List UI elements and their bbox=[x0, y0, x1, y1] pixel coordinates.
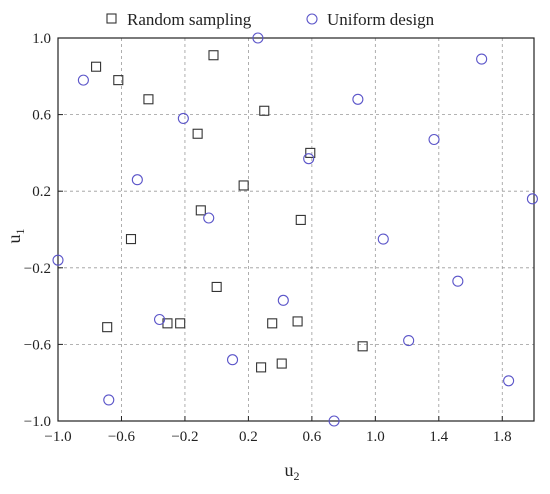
data-points bbox=[52, 32, 538, 427]
point-uniform-design bbox=[153, 313, 166, 326]
point-uniform-design bbox=[476, 53, 488, 65]
point-random-sampling bbox=[256, 362, 267, 373]
point-uniform-design bbox=[203, 212, 215, 224]
point-uniform-design bbox=[377, 233, 389, 245]
y-axis-title: u1 bbox=[4, 229, 27, 244]
y-tick-label: 1.0 bbox=[32, 31, 51, 47]
y-tick-label: −0.6 bbox=[24, 337, 52, 353]
x-axis-title-subscript: 2 bbox=[294, 469, 300, 483]
x-tick-label: 1.4 bbox=[429, 429, 448, 445]
point-uniform-design bbox=[428, 133, 440, 146]
point-uniform-design bbox=[526, 193, 538, 205]
legend-label-random-sampling: Random sampling bbox=[127, 10, 252, 29]
point-random-sampling bbox=[125, 234, 137, 245]
x-tick-label: 1.0 bbox=[366, 429, 385, 445]
point-random-sampling bbox=[357, 341, 368, 352]
point-random-sampling bbox=[102, 322, 113, 333]
point-random-sampling bbox=[91, 61, 102, 72]
plot-frame bbox=[57, 37, 535, 422]
point-random-sampling bbox=[267, 318, 278, 329]
point-uniform-design bbox=[226, 354, 239, 366]
point-random-sampling bbox=[292, 316, 303, 327]
x-tick-label: 0.2 bbox=[239, 429, 258, 445]
point-uniform-design bbox=[352, 93, 364, 105]
point-uniform-design bbox=[503, 375, 515, 387]
y-axis-title-main: u bbox=[4, 235, 24, 244]
legend-marker-uniform-design bbox=[306, 13, 318, 25]
grid bbox=[58, 38, 534, 421]
point-uniform-design bbox=[177, 112, 189, 124]
point-random-sampling bbox=[195, 205, 206, 216]
point-random-sampling bbox=[208, 50, 219, 61]
x-tick-label: −0.2 bbox=[171, 429, 198, 445]
x-tick-label: −0.6 bbox=[108, 429, 136, 445]
point-uniform-design bbox=[52, 254, 64, 266]
point-uniform-design bbox=[77, 74, 89, 86]
point-random-sampling bbox=[143, 94, 154, 105]
y-tick-label: −0.2 bbox=[24, 261, 51, 277]
point-random-sampling bbox=[192, 128, 203, 139]
x-tick-label: −1.0 bbox=[44, 429, 71, 445]
y-axis-title-subscript: 1 bbox=[13, 229, 27, 235]
point-uniform-design bbox=[328, 415, 340, 427]
axes bbox=[57, 37, 535, 422]
point-random-sampling bbox=[238, 180, 249, 191]
tick-labels: −1.0 −0.6 −0.2 0.2 0.6 1.0 1.4 1.8 −1.0 −0.6 −0.2 0… bbox=[24, 31, 512, 445]
point-random-sampling bbox=[276, 358, 287, 369]
point-random-sampling bbox=[305, 147, 316, 158]
point-random-sampling bbox=[175, 318, 186, 329]
x-tick-label: 0.6 bbox=[302, 429, 321, 445]
point-uniform-design bbox=[452, 275, 464, 287]
x-axis-title-main: u bbox=[285, 460, 294, 480]
point-random-sampling bbox=[113, 75, 124, 86]
point-uniform-design bbox=[131, 174, 143, 186]
legend-label-uniform-design: Uniform design bbox=[327, 10, 435, 29]
y-tick-label: 0.2 bbox=[32, 184, 51, 200]
point-random-sampling bbox=[295, 214, 306, 225]
point-uniform-design bbox=[303, 153, 315, 165]
legend-marker-random-sampling bbox=[106, 13, 117, 24]
point-random-sampling bbox=[211, 281, 222, 293]
legend: Random sampling Uniform design bbox=[106, 10, 435, 29]
point-uniform-design bbox=[252, 32, 264, 44]
point-uniform-design bbox=[403, 335, 415, 347]
y-tick-label: −1.0 bbox=[24, 414, 51, 430]
point-uniform-design bbox=[277, 294, 289, 306]
point-uniform-design bbox=[103, 394, 115, 406]
x-axis-title: u2 bbox=[285, 460, 300, 483]
y-tick-label: 0.6 bbox=[32, 108, 51, 124]
point-random-sampling bbox=[259, 105, 270, 116]
x-tick-label: 1.8 bbox=[493, 429, 512, 445]
